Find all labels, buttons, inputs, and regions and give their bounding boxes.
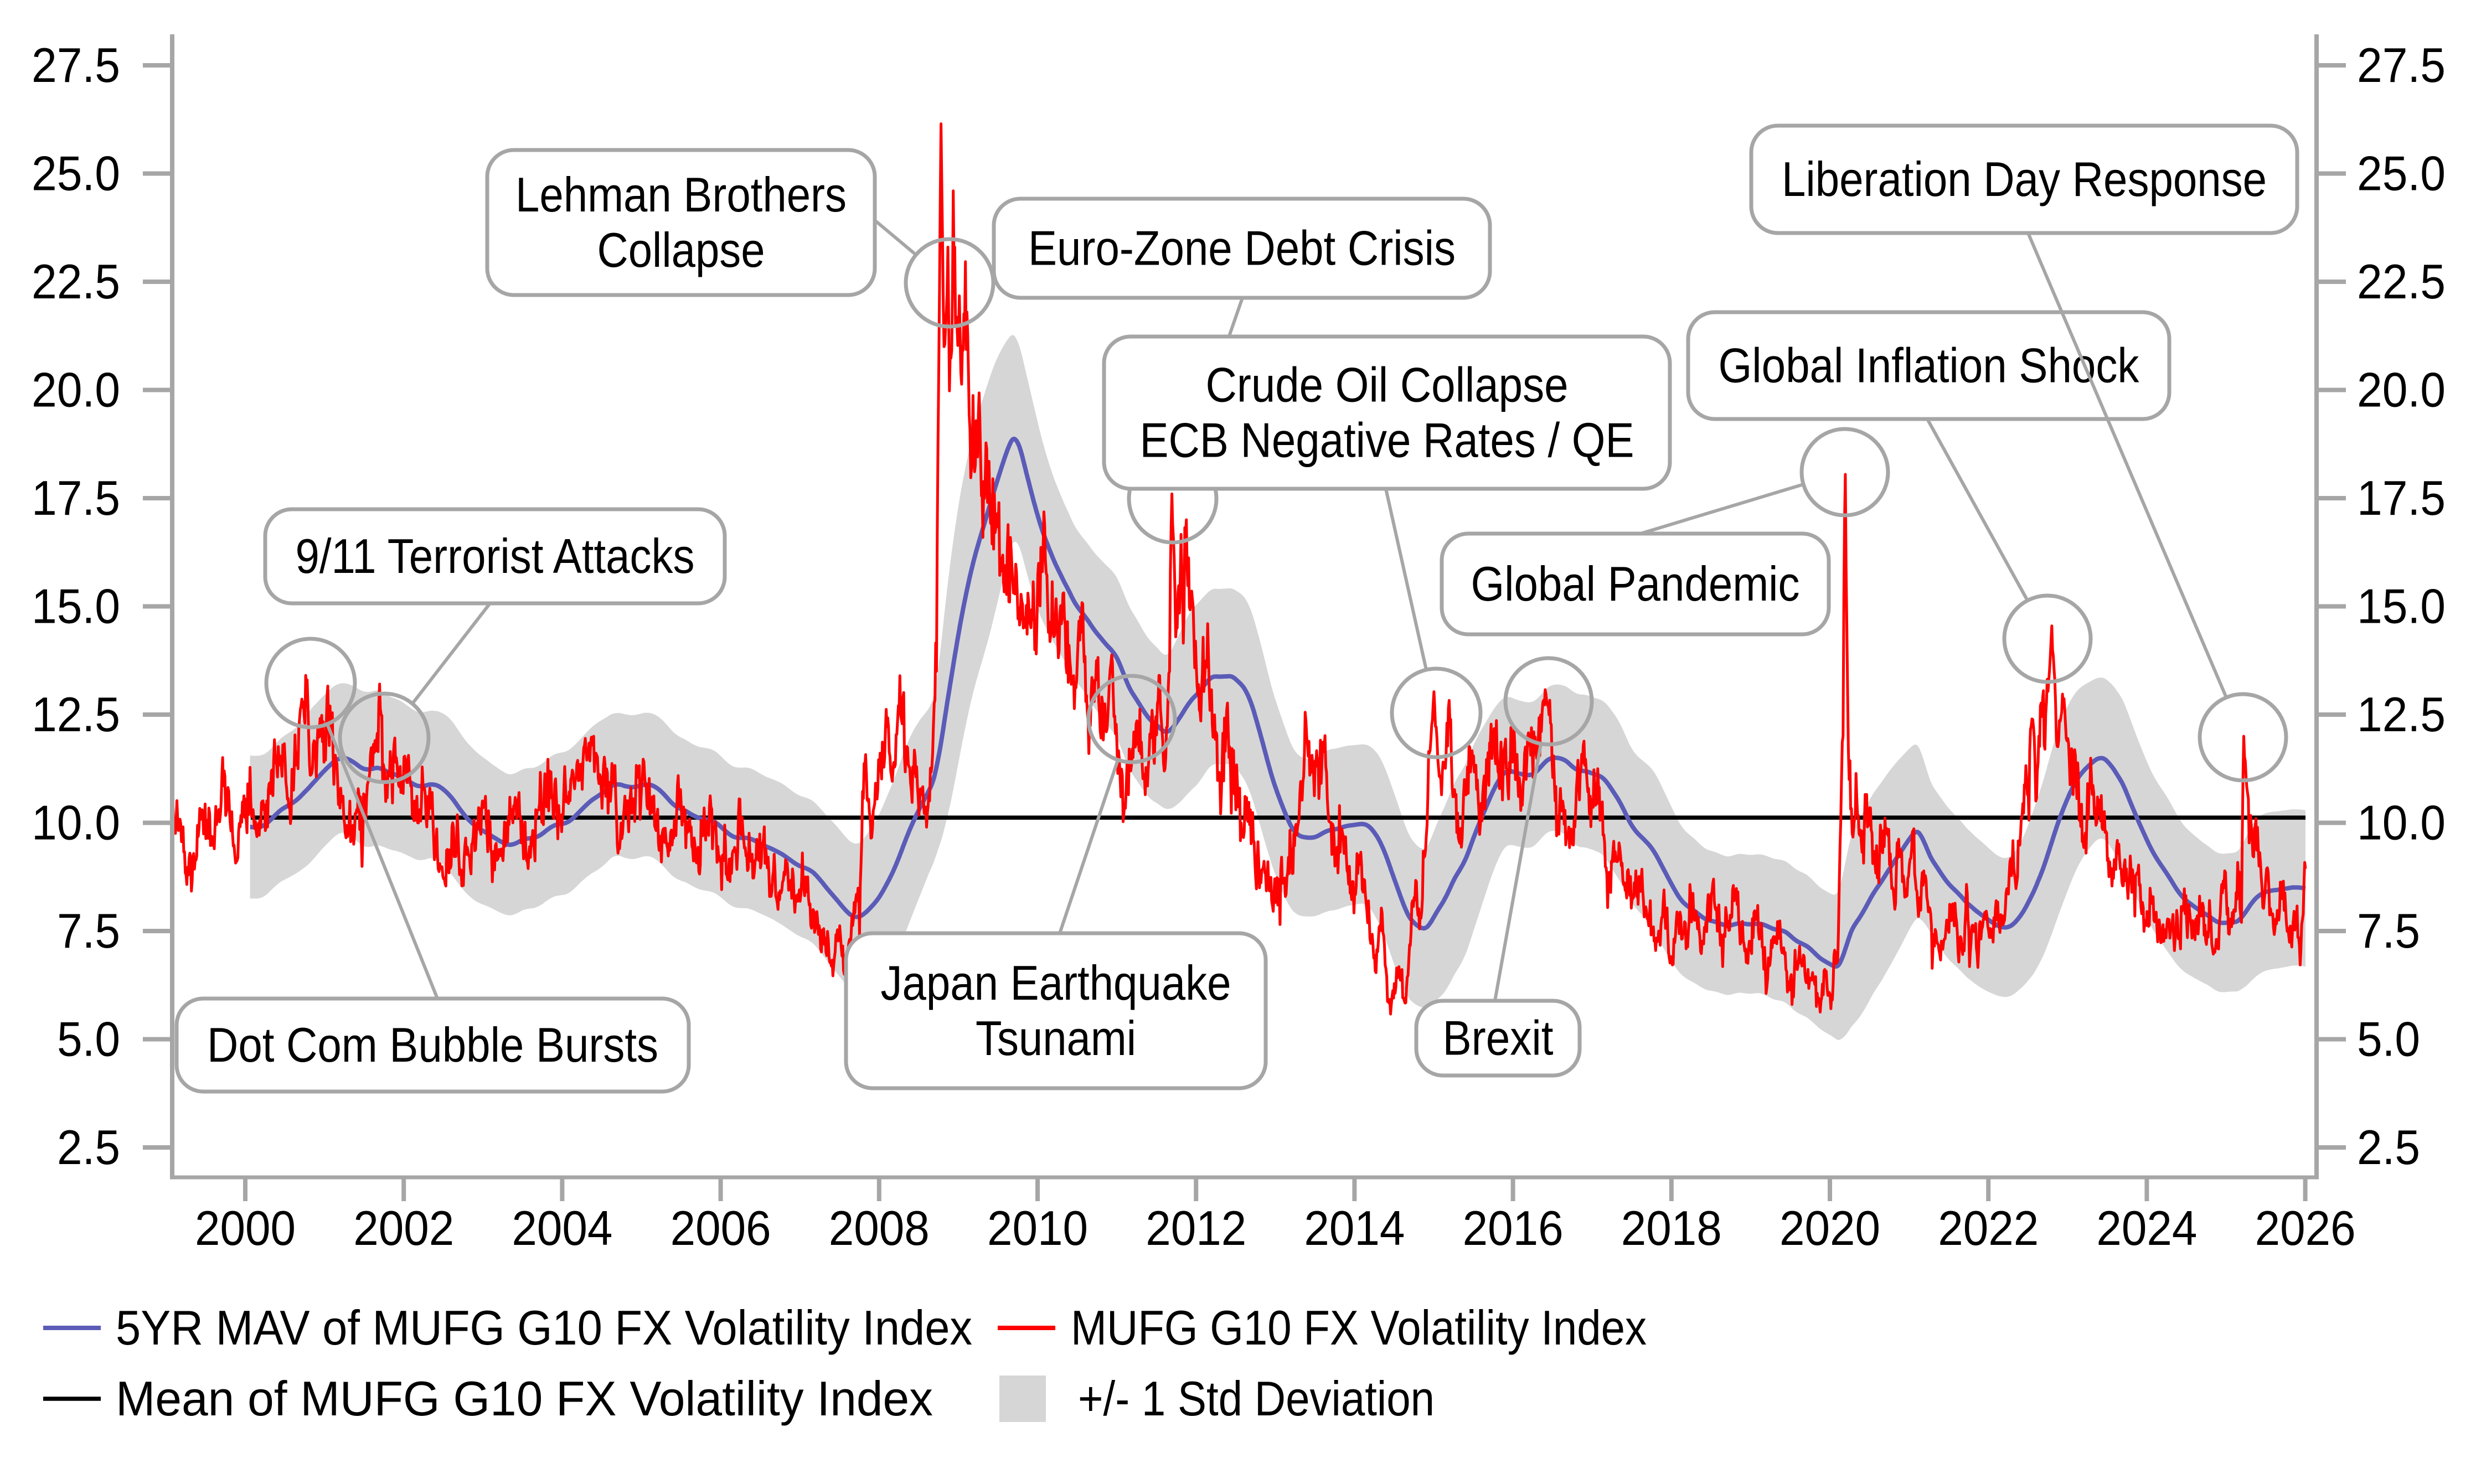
svg-text:ECB Negative Rates / QE: ECB Negative Rates / QE <box>1140 413 1634 468</box>
svg-text:20.0: 20.0 <box>32 363 120 417</box>
svg-text:17.5: 17.5 <box>32 470 120 525</box>
svg-text:2014: 2014 <box>1304 1201 1405 1255</box>
svg-text:Tsunami: Tsunami <box>976 1011 1136 1066</box>
svg-text:15.0: 15.0 <box>32 579 120 634</box>
svg-text:10.0: 10.0 <box>2357 795 2446 850</box>
svg-text:2000: 2000 <box>195 1201 296 1255</box>
svg-text:10.0: 10.0 <box>32 795 120 850</box>
svg-text:Japan Earthquake: Japan Earthquake <box>881 955 1231 1010</box>
svg-text:17.5: 17.5 <box>2357 470 2446 525</box>
svg-text:5.0: 5.0 <box>2357 1012 2420 1067</box>
svg-text:7.5: 7.5 <box>2357 903 2420 958</box>
svg-text:+/- 1 Std Deviation: +/- 1 Std Deviation <box>1078 1371 1435 1426</box>
svg-text:20.0: 20.0 <box>2357 363 2446 417</box>
svg-text:2002: 2002 <box>353 1201 454 1255</box>
svg-text:12.5: 12.5 <box>32 687 120 742</box>
svg-text:2.5: 2.5 <box>57 1120 120 1175</box>
svg-text:2018: 2018 <box>1621 1201 1722 1255</box>
svg-text:15.0: 15.0 <box>2357 579 2446 634</box>
svg-text:25.0: 25.0 <box>32 146 120 201</box>
svg-text:Liberation Day Response: Liberation Day Response <box>1782 152 2267 206</box>
svg-text:2008: 2008 <box>829 1201 930 1255</box>
svg-text:2020: 2020 <box>1779 1201 1880 1255</box>
svg-text:2024: 2024 <box>2096 1201 2197 1255</box>
svg-text:25.0: 25.0 <box>2357 146 2446 201</box>
svg-text:9/11 Terrorist Attacks: 9/11 Terrorist Attacks <box>296 529 695 583</box>
svg-text:2012: 2012 <box>1146 1201 1246 1255</box>
svg-text:27.5: 27.5 <box>2357 38 2446 92</box>
svg-text:Euro-Zone Debt Crisis: Euro-Zone Debt Crisis <box>1028 221 1456 276</box>
svg-text:Collapse: Collapse <box>597 223 765 277</box>
svg-text:22.5: 22.5 <box>32 254 120 309</box>
svg-text:12.5: 12.5 <box>2357 687 2446 742</box>
svg-text:Crude Oil Collapse: Crude Oil Collapse <box>1206 358 1569 412</box>
svg-text:Global Pandemic: Global Pandemic <box>1471 556 1800 611</box>
svg-text:27.5: 27.5 <box>32 38 120 92</box>
svg-text:2026: 2026 <box>2255 1201 2356 1255</box>
svg-text:5.0: 5.0 <box>57 1012 120 1067</box>
svg-text:22.5: 22.5 <box>2357 254 2446 309</box>
svg-text:5YR MAV of MUFG G10 FX Volatil: 5YR MAV of MUFG G10 FX Volatility Index <box>116 1300 972 1355</box>
svg-text:Mean of MUFG G10 FX Volatility: Mean of MUFG G10 FX Volatility Index <box>116 1371 933 1426</box>
svg-text:2022: 2022 <box>1938 1201 2039 1255</box>
svg-text:2006: 2006 <box>670 1201 771 1255</box>
svg-text:Brexit: Brexit <box>1443 1011 1554 1066</box>
svg-text:2010: 2010 <box>987 1201 1088 1255</box>
svg-text:Dot Com Bubble Bursts: Dot Com Bubble Bursts <box>207 1017 658 1072</box>
svg-text:2.5: 2.5 <box>2357 1120 2420 1175</box>
svg-text:Lehman Brothers: Lehman Brothers <box>515 167 847 222</box>
svg-text:Global Inflation Shock: Global Inflation Shock <box>1719 338 2140 393</box>
svg-text:2016: 2016 <box>1463 1201 1564 1255</box>
svg-text:MUFG G10 FX Volatility Index: MUFG G10 FX Volatility Index <box>1071 1300 1647 1355</box>
svg-text:2004: 2004 <box>512 1201 612 1255</box>
svg-text:7.5: 7.5 <box>57 903 120 958</box>
